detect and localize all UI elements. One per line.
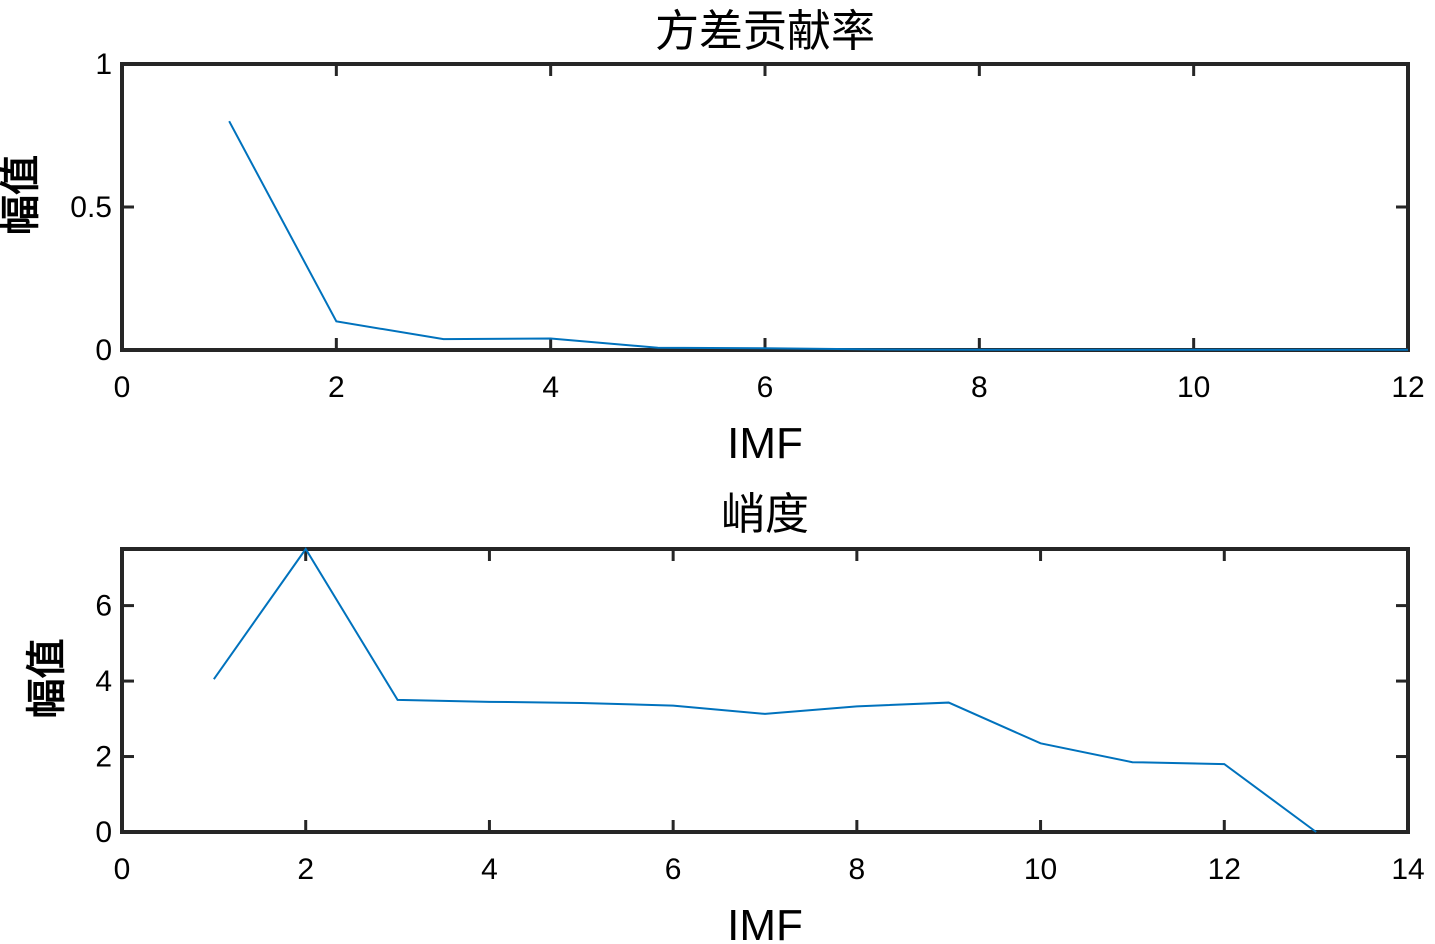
y-axis-label: 幅值 <box>0 155 44 235</box>
chart-variance-contribution: 方差贡献率 0 2 4 6 8 10 12 0 0.5 1 IMF 幅值 <box>0 6 1425 468</box>
axes-box <box>120 62 1410 352</box>
y-tick-label: 2 <box>95 741 112 774</box>
series-line <box>213 547 1317 833</box>
x-tick-label: 8 <box>971 371 988 404</box>
x-tick-label: 4 <box>542 371 559 404</box>
x-tick-label: 12 <box>1208 853 1241 886</box>
x-tick-label: 14 <box>1391 853 1424 886</box>
x-tick-label: 10 <box>1177 371 1210 404</box>
x-tick-label: 2 <box>328 371 345 404</box>
y-tick-label: 0 <box>95 334 112 367</box>
x-axis-label: IMF <box>727 901 803 944</box>
x-axis-label: IMF <box>727 419 803 468</box>
y-tick-label: 6 <box>95 590 112 623</box>
y-tick-label: 4 <box>95 665 112 698</box>
chart-title: 峭度 <box>721 489 809 540</box>
x-tick-label: 12 <box>1391 371 1424 404</box>
x-tick-label: 10 <box>1024 853 1057 886</box>
chart-kurtosis: 峭度 0 2 4 6 8 10 12 14 0 2 4 6 IMF 幅值 <box>24 489 1425 944</box>
x-tick-label: 8 <box>849 853 866 886</box>
x-tick-label: 2 <box>297 853 314 886</box>
y-tick-label: 0.5 <box>70 191 112 224</box>
x-tick-label: 4 <box>481 853 498 886</box>
chart-title: 方差贡献率 <box>655 6 875 57</box>
x-tick-label: 0 <box>114 371 131 404</box>
x-tick-label: 6 <box>757 371 774 404</box>
y-tick-label: 1 <box>95 48 112 81</box>
y-tick-label: 0 <box>95 816 112 849</box>
x-tick-label: 0 <box>114 853 131 886</box>
y-axis-label: 幅值 <box>24 639 70 719</box>
series-line <box>228 120 1408 351</box>
axes-box <box>120 547 1410 834</box>
x-tick-label: 6 <box>665 853 682 886</box>
